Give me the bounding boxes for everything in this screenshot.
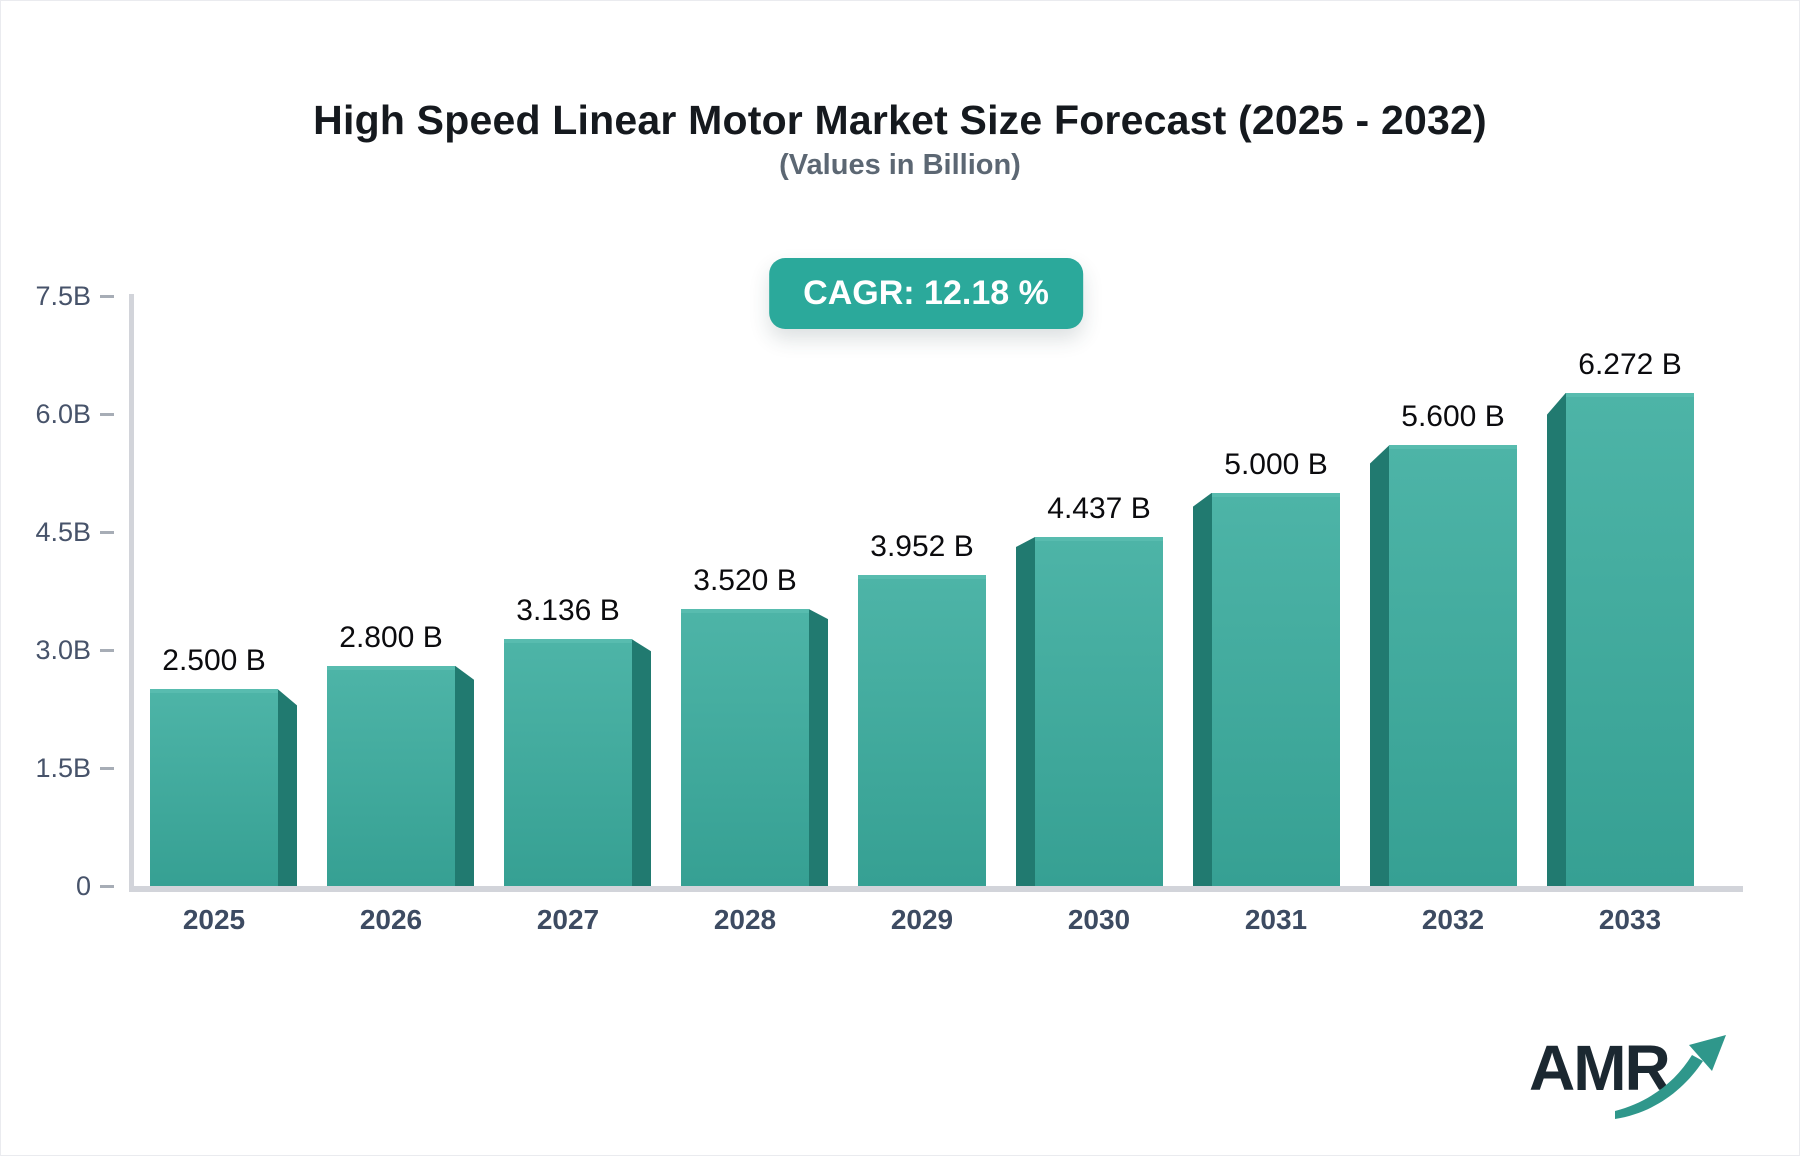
bar-side-face	[1547, 392, 1566, 886]
chart-title: High Speed Linear Motor Market Size Fore…	[313, 97, 1487, 143]
growth-arrow-icon	[1615, 1035, 1726, 1119]
y-axis-line	[129, 294, 134, 891]
x-axis-label: 2031	[1244, 904, 1308, 935]
y-tick-label: 0	[75, 870, 91, 901]
bar-value-label: 5.600 B	[1401, 400, 1505, 434]
bar-value-label: 3.952 B	[870, 530, 974, 564]
bar-value-label: 3.520 B	[693, 564, 797, 598]
y-tick-label: 1.5B	[35, 752, 91, 783]
y-tick-mark	[100, 884, 114, 888]
amr-logo: AMR	[1529, 1031, 1729, 1121]
x-axis-label: 2027	[536, 904, 600, 935]
y-tick-label: 7.5B	[35, 280, 91, 311]
bar-side-face	[278, 689, 297, 886]
bar-value-label: 2.800 B	[339, 620, 443, 654]
x-axis-label: 2032	[1421, 904, 1485, 935]
bar-side-face	[455, 665, 474, 886]
y-tick-label: 4.5B	[35, 516, 91, 547]
bar	[327, 665, 455, 886]
bar-side-face	[1016, 536, 1035, 886]
bar-value-label: 4.437 B	[1047, 491, 1151, 525]
bar-side-face	[1193, 492, 1212, 886]
chart-subtitle: (Values in Billion)	[779, 149, 1021, 181]
y-tick-mark	[100, 530, 114, 534]
x-axis-label: 2030	[1067, 904, 1131, 935]
x-axis-label: 2029	[890, 904, 954, 935]
y-tick-mark	[100, 294, 114, 298]
bar-value-label: 6.272 B	[1578, 347, 1682, 381]
bar-side-face	[1370, 445, 1389, 886]
y-tick-mark	[100, 648, 114, 652]
bar-value-label: 5.000 B	[1224, 447, 1328, 481]
x-axis-baseline	[129, 886, 1743, 892]
x-axis-label: 2033	[1598, 904, 1662, 935]
bar	[150, 689, 278, 886]
bar	[1035, 536, 1163, 886]
bar-value-label: 2.500 B	[162, 644, 266, 678]
bar-side-face	[809, 609, 828, 886]
bar-side-face	[632, 639, 651, 886]
x-axis-label: 2028	[713, 904, 777, 935]
bar	[1566, 392, 1694, 886]
cagr-badge: CAGR: 12.18 %	[769, 258, 1083, 329]
y-tick-mark	[100, 766, 114, 770]
x-axis-label: 2025	[182, 904, 246, 935]
amr-logo-text: AMR	[1529, 1032, 1671, 1104]
bar-value-label: 3.136 B	[516, 594, 620, 628]
bar	[1212, 492, 1340, 886]
bar	[858, 575, 986, 886]
y-tick-label: 6.0B	[35, 398, 91, 429]
x-axis-label: 2026	[359, 904, 423, 935]
y-tick-label: 3.0B	[35, 634, 91, 665]
bar	[681, 609, 809, 886]
bar	[1389, 445, 1517, 886]
y-tick-mark	[100, 412, 114, 416]
bar	[504, 639, 632, 886]
